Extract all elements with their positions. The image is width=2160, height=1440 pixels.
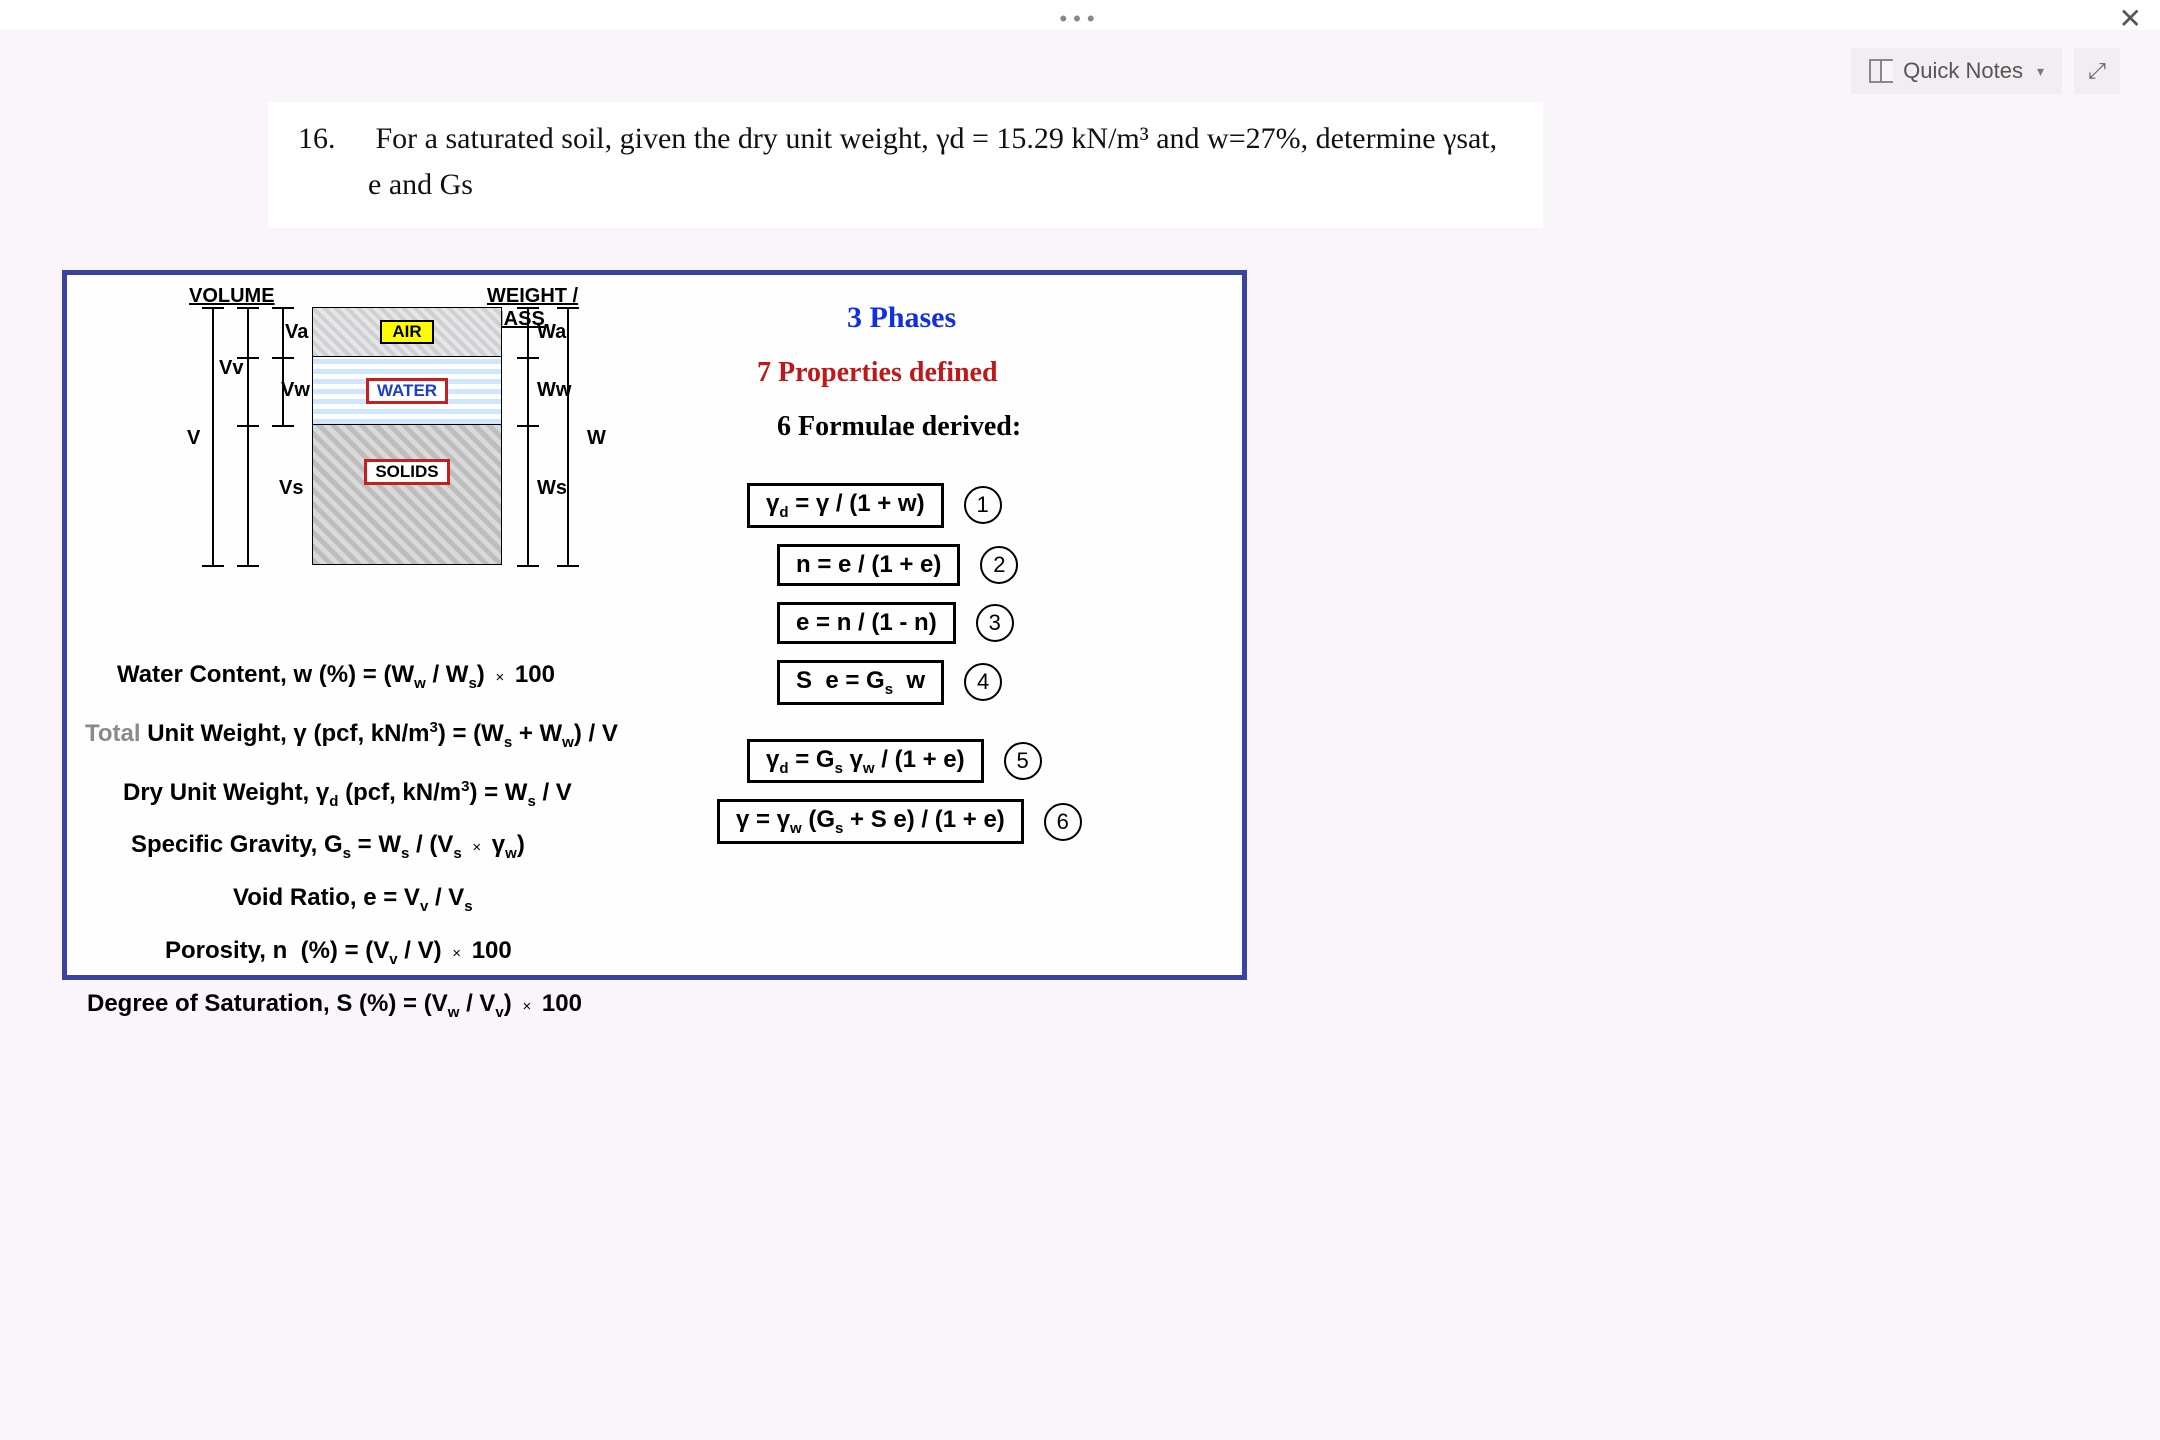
formulae-list: γd = γ / (1 + w) 1 n = e / (1 + e) 2 e =… [747,467,1082,860]
quicknotes-area: Quick Notes ▾ ⤢ [1851,48,2120,94]
problem-number: 16. [298,116,368,162]
right-headers: 3 Phases 7 Properties defined 6 Formulae… [717,291,1021,473]
bracket-line [567,307,569,567]
heading-6-formulae: 6 Formulae derived: [777,411,1021,443]
label-Vw: Vw [281,379,310,402]
definitions: Water Content, w (%) = (Ww / Ws) × 100 T… [117,653,618,1035]
label-W: W [587,427,606,450]
bracket-line [527,307,529,567]
formula-box: γd = γ / (1 + w) [747,483,944,528]
tick [202,307,224,309]
label-Ws: Ws [537,477,567,500]
formula-6: γ = γw (Gs + S e) / (1 + e) 6 [717,799,1082,844]
formula-5: γd = Gs γw / (1 + e) 5 [747,739,1082,784]
close-icon[interactable]: ✕ [2119,2,2142,35]
formula-number: 6 [1044,803,1082,841]
heading-7-properties: 7 Properties defined [757,357,1021,389]
label-V: V [187,427,200,450]
reference-figure: VOLUME WEIGHT / MASS AIR WATER SOLIDS Va… [62,270,1247,980]
panel-icon [1869,59,1893,83]
volume-header: VOLUME [189,285,275,308]
tick [272,425,294,427]
quicknotes-dropdown[interactable]: Quick Notes ▾ [1851,48,2062,94]
quicknotes-label: Quick Notes [1903,58,2023,84]
formula-box: n = e / (1 + e) [777,544,960,586]
chevron-down-icon: ▾ [2037,63,2044,80]
tick [517,357,539,359]
phase-block: AIR WATER SOLIDS [312,307,502,565]
tick [517,307,539,309]
formula-4: S e = Gs w 4 [777,660,1082,705]
phase-diagram: VOLUME WEIGHT / MASS AIR WATER SOLIDS Va… [167,287,627,637]
problem-statement: 16. For a saturated soil, given the dry … [268,102,1543,228]
formula-1: γd = γ / (1 + w) 1 [747,483,1082,528]
window-topbar: ••• ✕ [0,0,2160,30]
bracket-line [247,307,249,567]
def-specific-gravity: Specific Gravity, Gs = Ws / (Vs × γw) [131,823,618,876]
formula-2: n = e / (1 + e) 2 [777,544,1082,586]
solids-tag: SOLIDS [364,459,449,485]
tick [272,307,294,309]
formula-box: e = n / (1 - n) [777,602,956,644]
formula-box: γ = γw (Gs + S e) / (1 + e) [717,799,1024,844]
problem-line1: For a saturated soil, given the dry unit… [376,122,1498,155]
tick [237,307,259,309]
air-tag: AIR [380,320,433,344]
water-phase: WATER [312,357,502,425]
water-tag: WATER [366,378,448,404]
problem-line2: e and Gs [368,168,473,201]
air-phase: AIR [312,307,502,357]
def-dry-unit-weight: Dry Unit Weight, γd (pcf, kN/m3) = Ws / … [123,765,618,824]
expand-icon: ⤢ [2088,58,2106,84]
formula-number: 2 [980,546,1018,584]
def-deg-saturation: Degree of Saturation, S (%) = (Vw / Vv) … [87,982,618,1035]
def-total-unit-weight: Total Unit Weight, γ (pcf, kN/m3) = (Ws … [85,706,618,765]
formula-number: 5 [1004,742,1042,780]
def-void-ratio: Void Ratio, e = Vv / Vs [233,876,618,929]
label-Va: Va [285,321,308,344]
tick [202,565,224,567]
formula-box: γd = Gs γw / (1 + e) [747,739,984,784]
bracket-line [282,307,284,427]
def-water-content: Water Content, w (%) = (Ww / Ws) × 100 [117,653,618,706]
tick [237,565,259,567]
def-porosity: Porosity, n (%) = (Vv / V) × 100 [165,929,618,982]
formula-box: S e = Gs w [777,660,944,705]
label-Vv: Vv [219,357,243,380]
label-Wa: Wa [537,321,566,344]
label-Ww: Ww [537,379,571,402]
formula-number: 3 [976,604,1014,642]
bracket-line [212,307,214,567]
tick [517,425,539,427]
tick [557,307,579,309]
tick [557,565,579,567]
tick [517,565,539,567]
solids-phase: SOLIDS [312,425,502,565]
more-icon[interactable]: ••• [1059,6,1100,32]
tick [272,357,294,359]
heading-3-phases: 3 Phases [847,301,1021,335]
formula-number: 1 [964,486,1002,524]
expand-button[interactable]: ⤢ [2074,48,2120,94]
formula-3: e = n / (1 - n) 3 [777,602,1082,644]
tick [237,425,259,427]
label-Vs: Vs [279,477,303,500]
formula-number: 4 [964,663,1002,701]
